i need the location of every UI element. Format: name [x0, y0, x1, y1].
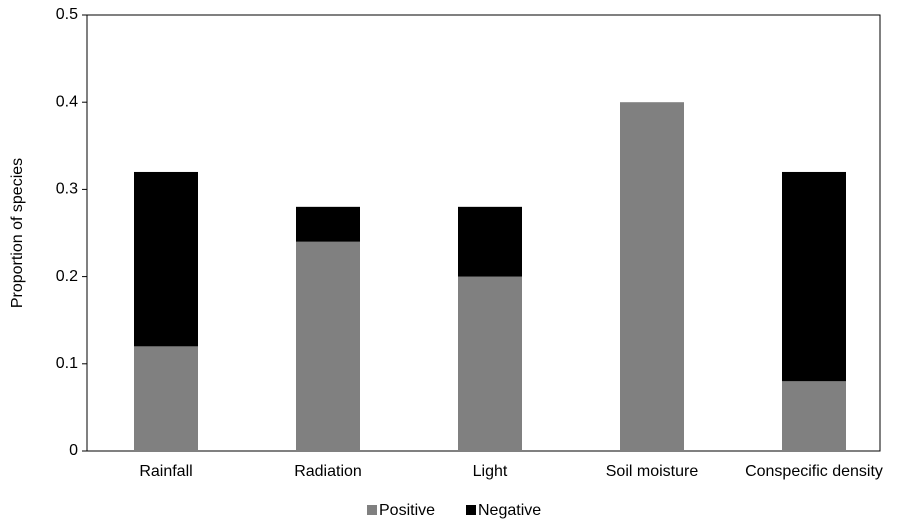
x-tick-label: Soil moisture	[606, 463, 699, 480]
x-tick-label: Conspecific density	[745, 463, 883, 480]
y-tick-label: 0	[69, 442, 78, 459]
bar-segment	[782, 171, 846, 382]
bar-segment	[782, 381, 846, 451]
y-tick-label: 0.3	[56, 181, 78, 198]
legend-swatch	[466, 505, 476, 515]
bar-segment	[458, 206, 522, 277]
bar-segment	[620, 102, 684, 451]
bar-segment	[134, 346, 198, 451]
y-tick-label: 0.2	[56, 268, 78, 285]
legend-label: Positive	[379, 502, 435, 519]
legend-swatch	[367, 505, 377, 515]
x-tick-label: Light	[473, 463, 508, 480]
bar-segment	[458, 276, 522, 451]
y-tick-label: 0.4	[56, 93, 78, 110]
legend-label: Negative	[478, 502, 541, 519]
x-tick-label: Radiation	[294, 463, 362, 480]
bar-segment	[296, 206, 360, 242]
y-tick-label: 0.1	[56, 355, 78, 372]
bar-segment	[296, 241, 360, 451]
bar-segment	[134, 171, 198, 347]
y-tick-label: 0.5	[56, 6, 78, 23]
y-axis-label: Proportion of species	[9, 158, 26, 308]
x-tick-label: Rainfall	[139, 463, 192, 480]
